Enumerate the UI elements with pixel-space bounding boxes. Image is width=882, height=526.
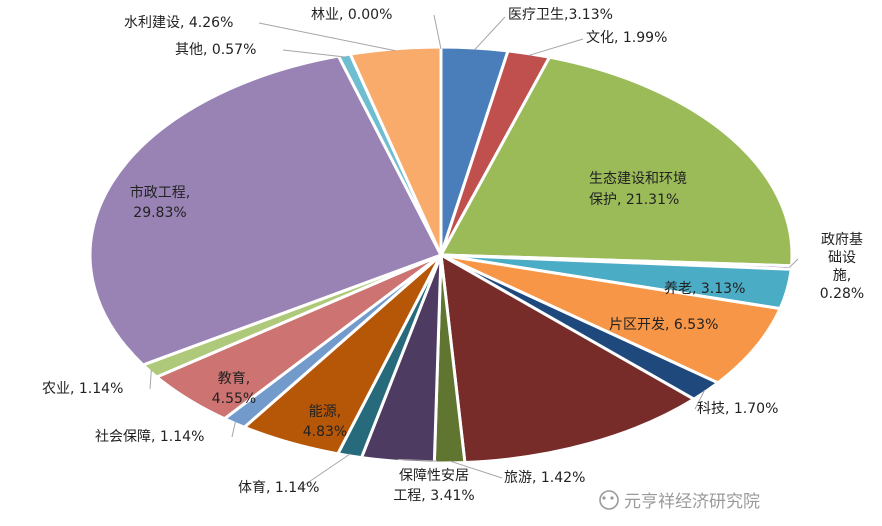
slice-label-14: 农业, 1.14% <box>42 381 123 397</box>
slice-7 <box>439 253 696 465</box>
slice-label-line: 础设 <box>828 250 856 266</box>
watermark: 元亨祥经济研究院 <box>599 490 760 512</box>
slice-label-10: 体育, 1.14% <box>238 480 319 496</box>
pie-slices <box>88 45 794 465</box>
wechat-icon <box>599 490 619 510</box>
slice-label-2: 生态建设和环境保护, 21.31% <box>589 171 687 208</box>
leader-line-1 <box>528 38 584 57</box>
slice-label-6: 科技, 1.70% <box>697 401 778 417</box>
slice-label-line: 29.83% <box>133 205 186 221</box>
leader-line-17 <box>258 22 396 52</box>
slice-label-line: 生态建设和环境 <box>589 171 687 187</box>
slice-5 <box>439 253 782 385</box>
leader-line-0 <box>474 16 506 51</box>
slice-label-11: 能源, 4.83% <box>303 404 347 440</box>
slice-label-line: 4.55% <box>212 391 256 407</box>
slice-label-1: 文化, 1.99% <box>586 30 667 46</box>
slice-label-18: 林业, 0.00% <box>311 7 392 23</box>
slice-label-16: 其他, 0.57% <box>175 42 256 58</box>
leader-line-9 <box>397 458 438 462</box>
leader-line-14 <box>149 369 152 390</box>
slice-label-8: 旅游, 1.42% <box>504 470 585 486</box>
slice-label-line: 保障性安居 <box>399 468 469 484</box>
leader-line-6 <box>694 389 706 410</box>
slice-15 <box>88 54 443 367</box>
slice-label-line: 工程, 3.41% <box>393 488 474 504</box>
slice-label-line: 4.83% <box>303 424 347 440</box>
slice-label-line: 保护, 21.31% <box>589 192 679 208</box>
slice-label-0: 医疗卫生,3.13% <box>508 7 613 23</box>
leader-lines <box>149 14 799 489</box>
slice-label-line: 市政工程, <box>130 184 190 201</box>
slice-label-13: 教育, 4.55% <box>212 371 256 407</box>
slice-label-17: 水利建设, 4.26% <box>124 15 233 31</box>
slice-label-15: 市政工程, 29.83% <box>130 184 190 221</box>
watermark-text: 元亨祥经济研究院 <box>624 492 760 512</box>
leader-line-16 <box>282 49 345 58</box>
slice-label-line: 政府基 <box>821 231 863 248</box>
slice-label-9: 保障性安居工程, 3.41% <box>393 468 474 504</box>
slice-label-line: 施, <box>833 268 851 284</box>
slice-label-line: 能源, <box>309 404 341 420</box>
slice-label-5: 片区开发, 6.53% <box>609 317 718 333</box>
slice-2 <box>439 55 794 268</box>
leader-line-3 <box>789 258 799 268</box>
slice-label-line: 教育, <box>218 371 250 387</box>
slice-label-4: 养老, 3.13% <box>664 281 745 297</box>
leader-line-8 <box>449 460 503 479</box>
slice-label-line: 0.28% <box>820 286 864 302</box>
slice-label-3: 政府基础设施, 0.28% <box>820 231 864 302</box>
slice-label-12: 社会保障, 1.14% <box>95 429 204 445</box>
leader-line-18 <box>433 14 442 50</box>
leader-line-12 <box>231 421 236 438</box>
leader-line-10 <box>299 453 351 489</box>
data-labels: 医疗卫生,3.13% 文化, 1.99% 生态建设和环境保护, 21.31% 政府基础… <box>42 7 864 504</box>
